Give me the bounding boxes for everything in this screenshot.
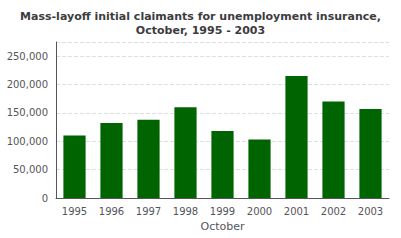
- svg-text:2000: 2000: [247, 206, 272, 217]
- svg-text:0: 0: [42, 193, 48, 204]
- svg-text:50,000: 50,000: [13, 164, 48, 175]
- svg-text:1997: 1997: [136, 206, 161, 217]
- svg-text:2002: 2002: [321, 206, 346, 217]
- svg-text:October, 1995 - 2003: October, 1995 - 2003: [136, 24, 265, 37]
- svg-text:150,000: 150,000: [7, 107, 48, 118]
- svg-text:Mass-layoff initial claimants: Mass-layoff initial claimants for unempl…: [20, 10, 381, 23]
- svg-text:1995: 1995: [62, 206, 87, 217]
- svg-text:200,000: 200,000: [7, 79, 48, 90]
- svg-text:1998: 1998: [173, 206, 198, 217]
- svg-text:1996: 1996: [99, 206, 124, 217]
- svg-text:100,000: 100,000: [7, 136, 48, 147]
- svg-text:2003: 2003: [358, 206, 383, 217]
- svg-text:250,000: 250,000: [7, 51, 48, 62]
- svg-text:2001: 2001: [284, 206, 309, 217]
- svg-text:1999: 1999: [210, 206, 235, 217]
- svg-text:October: October: [200, 220, 244, 233]
